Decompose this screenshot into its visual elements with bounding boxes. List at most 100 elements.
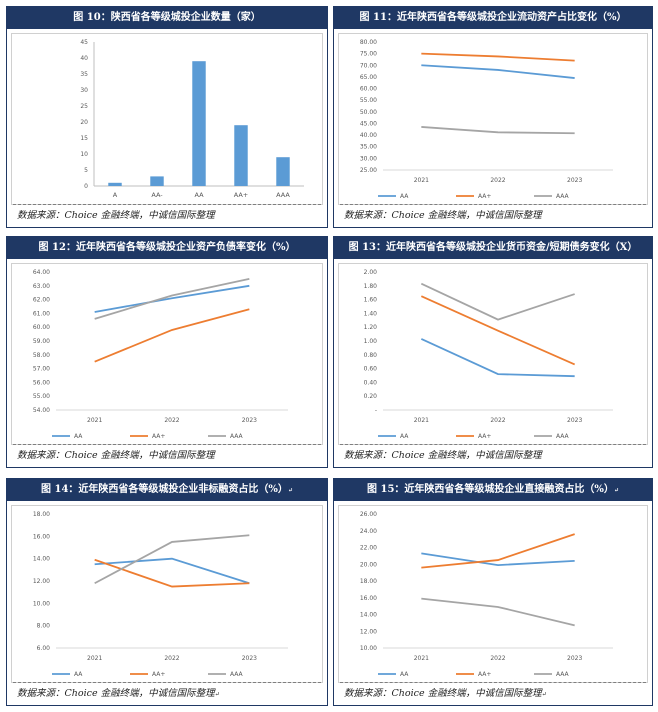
x-tick-label: 2022 bbox=[164, 417, 179, 424]
y-tick-label: 30 bbox=[80, 87, 88, 94]
divider bbox=[13, 444, 321, 445]
y-tick-label: 70.00 bbox=[360, 62, 377, 69]
y-tick-label: 10.00 bbox=[33, 600, 50, 607]
bar-AAA bbox=[276, 157, 290, 186]
chart-panel-fig13: 图 13：近年陕西省各等级城投企业货币资金/短期债务变化（X） - 0.20 0.4… bbox=[333, 236, 653, 468]
line-chart-svg: - 0.20 0.40 0.60 0.80 1.00 1.20 1.40 1.60 1.80 2.0… bbox=[364, 269, 613, 440]
series-line-AA bbox=[420, 338, 575, 378]
legend-label-AAA: AAA bbox=[556, 193, 570, 200]
y-tick-label: 15 bbox=[80, 135, 88, 142]
y-tick-label: 62.00 bbox=[33, 297, 50, 304]
legend-label-AA+: AA+ bbox=[152, 671, 165, 678]
y-tick-label: 63.00 bbox=[33, 283, 50, 290]
legend-label-AA+: AA+ bbox=[152, 433, 165, 440]
chart-title: 图 15：近年陕西省各等级城投企业直接融资占比（%）↵ bbox=[334, 479, 652, 501]
x-tick-label: 2021 bbox=[87, 655, 102, 662]
divider bbox=[340, 444, 646, 445]
plot-area: 0 5 10 15 20 25 30 35 40 45 A AA- AA AA+ AAA bbox=[11, 33, 323, 205]
chart-title: 图 11：近年陕西省各等级城投企业流动资产占比变化（%） bbox=[334, 7, 652, 29]
line-chart-svg: 10.00 12.00 14.00 16.00 18.00 20.00 22.00 24.00… bbox=[360, 511, 613, 678]
series-line-AAA bbox=[94, 278, 250, 320]
legend-label-AA+: AA+ bbox=[478, 433, 491, 440]
y-tick-label: 65.00 bbox=[360, 74, 377, 81]
legend-label-AA: AA bbox=[400, 193, 409, 200]
y-tick-label: 30.00 bbox=[360, 155, 377, 162]
series-line-AA bbox=[421, 552, 575, 566]
source-note: 数据来源：Choice 金融终端，中诚信国际整理 bbox=[344, 450, 542, 461]
chart-title: 图 12：近年陕西省各等级城投企业资产负债率变化（%） bbox=[7, 237, 327, 259]
plot-area: - 0.20 0.40 0.60 0.80 1.00 1.20 1.40 1.60 1.80 2.0… bbox=[338, 263, 648, 445]
divider bbox=[340, 682, 646, 683]
y-tick-label: 20.00 bbox=[360, 561, 377, 568]
x-tick-label: 2023 bbox=[567, 177, 582, 184]
line-chart-svg: 25.00 30.00 35.00 40.00 45.00 50.00 55.00 60.00… bbox=[360, 39, 613, 200]
series-line-AA+ bbox=[94, 308, 250, 363]
x-tick-label: 2021 bbox=[87, 417, 102, 424]
series-line-AAA bbox=[421, 597, 575, 627]
y-tick-label: 10 bbox=[80, 151, 88, 158]
legend-label-AA+: AA+ bbox=[478, 193, 491, 200]
y-tick-label: 40 bbox=[80, 55, 88, 62]
x-tick-label: AA bbox=[194, 191, 204, 199]
series-line-AA+ bbox=[94, 558, 250, 588]
y-tick-label: 40.00 bbox=[360, 132, 377, 139]
y-tick-label: 5 bbox=[84, 167, 88, 174]
y-tick-label: 58.00 bbox=[33, 352, 50, 359]
y-tick-label: 54.00 bbox=[33, 407, 50, 414]
y-tick-label: 80.00 bbox=[360, 39, 377, 46]
y-tick-label: 59.00 bbox=[33, 338, 50, 345]
y-tick-label: 61.00 bbox=[33, 310, 50, 317]
legend-label-AA: AA bbox=[400, 671, 409, 678]
y-tick-label: 18.00 bbox=[33, 511, 50, 518]
divider bbox=[340, 204, 646, 205]
x-tick-label: 2022 bbox=[490, 417, 505, 424]
y-tick-label: 55.00 bbox=[360, 97, 377, 104]
bar-AA+ bbox=[234, 125, 248, 186]
legend-label-AA: AA bbox=[74, 671, 83, 678]
y-tick-label: 45 bbox=[80, 39, 88, 46]
y-tick-label: 0.60 bbox=[364, 366, 378, 373]
chart-panel-fig10: 图 10：陕西省各等级城投企业数量（家） 0 5 10 15 20 25 30 35 40 45 A… bbox=[6, 6, 328, 228]
x-tick-label: 2021 bbox=[414, 177, 429, 184]
legend-label-AAA: AAA bbox=[230, 433, 244, 440]
y-tick-label: 0.80 bbox=[364, 352, 378, 359]
bar-A bbox=[108, 182, 122, 186]
y-tick-label: 55.00 bbox=[33, 393, 50, 400]
series-line-AAA bbox=[421, 126, 575, 135]
y-tick-label: 75.00 bbox=[360, 51, 377, 58]
chart-panel-fig15: 图 15：近年陕西省各等级城投企业直接融资占比（%）↵ 10.00 12.00 14… bbox=[333, 478, 653, 706]
y-tick-label: 16.00 bbox=[360, 595, 377, 602]
x-tick-label: 2021 bbox=[414, 655, 429, 662]
y-tick-label: 12.00 bbox=[33, 578, 50, 585]
chart-panel-fig14: 图 14：近年陕西省各等级城投企业非标融资占比（%）↵ 6.00 8.00 10.0… bbox=[6, 478, 328, 706]
legend-label-AAA: AAA bbox=[556, 671, 570, 678]
y-tick-label: 1.80 bbox=[364, 283, 378, 290]
x-tick-label: 2022 bbox=[490, 655, 505, 662]
y-tick-label: 0.40 bbox=[364, 379, 378, 386]
x-tick-label: 2021 bbox=[414, 417, 429, 424]
bar-chart-svg: 0 5 10 15 20 25 30 35 40 45 A AA- AA AA+ AAA bbox=[80, 39, 304, 199]
y-tick-label: 35.00 bbox=[360, 144, 377, 151]
x-tick-label: 2023 bbox=[567, 417, 582, 424]
y-tick-label: 45.00 bbox=[360, 120, 377, 127]
plot-area: 25.00 30.00 35.00 40.00 45.00 50.00 55.00 60.00… bbox=[338, 33, 648, 205]
series-line-AA bbox=[94, 557, 250, 585]
line-chart-svg: 6.00 8.00 10.00 12.00 14.00 16.00 18.00 2021 202… bbox=[33, 511, 288, 678]
source-note: 数据来源：Choice 金融终端，中诚信国际整理↵ bbox=[17, 688, 220, 699]
y-tick-label: 20 bbox=[80, 119, 88, 126]
legend-label-AA+: AA+ bbox=[478, 671, 491, 678]
legend-label-AA: AA bbox=[74, 433, 83, 440]
y-tick-label: 2.00 bbox=[364, 269, 378, 276]
x-tick-label: 2023 bbox=[242, 655, 257, 662]
series-line-AAA bbox=[94, 534, 250, 585]
y-tick-label: 1.00 bbox=[364, 338, 378, 345]
y-tick-label: 16.00 bbox=[33, 533, 50, 540]
legend-label-AAA: AAA bbox=[230, 671, 244, 678]
chart-title: 图 13：近年陕西省各等级城投企业货币资金/短期债务变化（X） bbox=[334, 237, 652, 259]
bar-AA bbox=[192, 61, 206, 187]
y-tick-label: 10.00 bbox=[360, 645, 377, 652]
y-tick-label: 25.00 bbox=[360, 167, 377, 174]
y-tick-label: 18.00 bbox=[360, 578, 377, 585]
plot-area: 10.00 12.00 14.00 16.00 18.00 20.00 22.00 24.00… bbox=[338, 505, 648, 683]
source-note: 数据来源：Choice 金融终端，中诚信国际整理 bbox=[17, 450, 215, 461]
